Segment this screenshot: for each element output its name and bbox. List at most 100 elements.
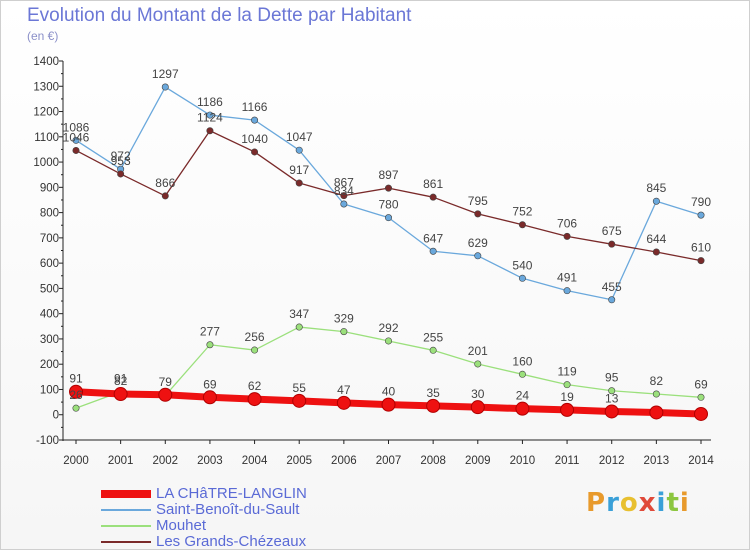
data-label: 629 — [468, 236, 488, 250]
data-label: 795 — [468, 194, 488, 208]
data-label: 79 — [159, 375, 173, 389]
data-label: 1047 — [286, 130, 313, 144]
data-point-0 — [649, 405, 664, 420]
data-point-1 — [518, 274, 526, 282]
logo-letter: t — [666, 488, 680, 518]
data-label: 91 — [69, 372, 83, 386]
series-line-3 — [75, 130, 702, 262]
data-label: 277 — [200, 325, 220, 339]
y-tick-label: 400 — [40, 309, 59, 321]
data-label: 1166 — [242, 100, 268, 114]
data-label: 790 — [691, 195, 711, 209]
y-tick-label: 100 — [40, 384, 59, 396]
data-point-1 — [697, 211, 705, 219]
legend-swatch — [101, 490, 151, 498]
y-tick-label: -100 — [36, 435, 59, 447]
data-point-2 — [518, 370, 526, 378]
legend-label: Les Grands-Chézeaux — [156, 533, 307, 550]
data-label: 675 — [602, 224, 622, 238]
data-point-3 — [474, 210, 482, 218]
data-point-2 — [340, 328, 348, 336]
data-label: 845 — [646, 181, 666, 195]
data-label: 647 — [423, 231, 443, 245]
data-point-3 — [251, 148, 259, 156]
x-tick-label: 2008 — [420, 455, 446, 467]
y-tick-label: 0 — [53, 410, 59, 422]
data-label: 69 — [203, 377, 217, 391]
data-label: 62 — [248, 379, 262, 393]
data-label: 35 — [426, 386, 440, 400]
data-point-0 — [69, 384, 83, 399]
data-point-2 — [384, 337, 392, 345]
x-tick-label: 2001 — [108, 455, 134, 467]
y-tick-label: 1300 — [33, 81, 59, 93]
data-label: 256 — [245, 330, 265, 344]
data-label: 1124 — [197, 111, 223, 125]
data-point-2 — [72, 404, 80, 412]
data-point-2 — [206, 341, 214, 349]
x-tick-label: 2006 — [331, 455, 357, 467]
data-label: 834 — [334, 184, 354, 198]
data-point-0 — [292, 393, 307, 408]
data-label: 24 — [516, 389, 530, 403]
data-label: 26 — [69, 388, 83, 402]
data-point-1 — [161, 83, 169, 91]
x-tick-label: 2011 — [555, 455, 580, 467]
logo-letter: i — [679, 488, 690, 518]
data-point-3 — [563, 232, 571, 240]
data-point-2 — [697, 393, 705, 401]
data-label: 95 — [605, 371, 619, 385]
data-label: 861 — [423, 177, 443, 191]
legend-swatch — [101, 509, 151, 511]
data-point-2 — [652, 390, 660, 398]
data-point-2 — [563, 381, 571, 389]
data-point-1 — [652, 197, 660, 205]
data-point-2 — [251, 346, 259, 354]
data-point-0 — [158, 387, 173, 402]
data-label: 866 — [155, 176, 175, 190]
data-point-3 — [518, 221, 526, 229]
legend-label: LA CHâTRE-LANGLIN — [156, 485, 307, 502]
data-label: 292 — [378, 321, 398, 335]
data-label: 55 — [293, 381, 307, 395]
data-label: 706 — [557, 216, 577, 230]
data-label: 897 — [378, 168, 398, 182]
logo-letter: i — [656, 488, 667, 518]
y-tick-label: 600 — [40, 258, 59, 270]
data-label: 201 — [468, 344, 488, 358]
data-point-2 — [429, 346, 437, 354]
data-label: 610 — [691, 241, 711, 255]
data-label: 47 — [337, 383, 351, 397]
data-point-3 — [206, 127, 214, 135]
x-tick-label: 2004 — [242, 455, 268, 467]
data-point-3 — [608, 240, 616, 248]
data-label: 255 — [423, 330, 443, 344]
x-tick-label: 2002 — [152, 455, 178, 467]
data-point-2 — [474, 360, 482, 368]
data-point-1 — [295, 146, 303, 154]
proxiti-logo: Proxiti — [586, 488, 690, 518]
x-tick-label: 2009 — [465, 455, 491, 467]
logo-letter: o — [619, 488, 639, 518]
data-point-0 — [113, 387, 128, 402]
data-point-3 — [384, 184, 392, 192]
data-point-1 — [384, 214, 392, 222]
data-point-1 — [340, 200, 348, 208]
data-label: 82 — [650, 374, 664, 388]
data-point-0 — [470, 400, 485, 415]
data-point-3 — [652, 248, 660, 256]
data-label: 972 — [111, 149, 131, 163]
data-point-1 — [563, 287, 571, 295]
data-point-0 — [202, 390, 217, 405]
data-label: 1186 — [197, 95, 223, 109]
data-label: 780 — [378, 198, 398, 212]
y-tick-label: 200 — [40, 359, 59, 371]
data-point-1 — [206, 111, 214, 119]
data-label: 491 — [557, 271, 577, 285]
data-point-0 — [247, 392, 262, 407]
legend-label: Saint-Benoît-du-Sault — [156, 501, 300, 518]
data-point-0 — [426, 398, 441, 413]
data-point-1 — [251, 116, 259, 124]
